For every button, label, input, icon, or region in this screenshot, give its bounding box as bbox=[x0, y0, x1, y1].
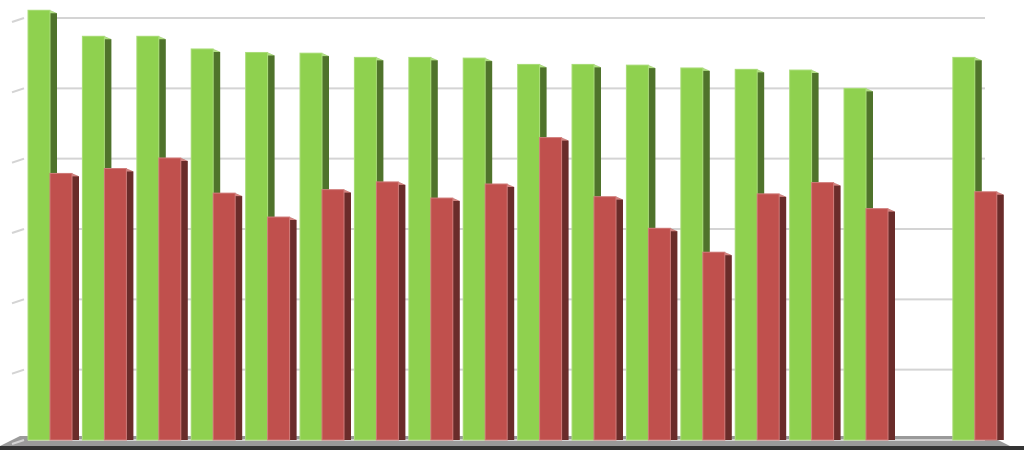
bar-side bbox=[344, 189, 351, 440]
bar-front bbox=[974, 191, 998, 441]
bar-front bbox=[49, 172, 73, 441]
bar-side bbox=[888, 208, 895, 440]
bar-front bbox=[27, 9, 51, 441]
bar-front bbox=[462, 57, 486, 441]
bar-front bbox=[81, 35, 105, 441]
bar-side bbox=[72, 173, 79, 441]
bar-front bbox=[734, 68, 758, 441]
bar bbox=[756, 193, 787, 441]
bar bbox=[811, 182, 841, 441]
bar-front bbox=[811, 182, 835, 441]
bar-front bbox=[430, 197, 454, 441]
bar bbox=[103, 168, 134, 441]
bar-front bbox=[843, 87, 867, 441]
bar-front bbox=[299, 52, 323, 441]
bar-front bbox=[517, 63, 541, 441]
bar-side bbox=[398, 181, 406, 441]
bar-side bbox=[235, 193, 243, 440]
bar-front bbox=[756, 193, 780, 441]
bar bbox=[539, 137, 569, 441]
bar bbox=[375, 181, 406, 441]
bar bbox=[702, 251, 732, 441]
bar-front bbox=[593, 196, 617, 441]
bar-front bbox=[702, 251, 726, 441]
bar-side bbox=[616, 196, 623, 440]
bar-front bbox=[625, 64, 649, 441]
bar bbox=[865, 208, 895, 441]
bar-front bbox=[539, 137, 563, 441]
y-tick-mark bbox=[11, 157, 25, 164]
y-tick-mark bbox=[11, 87, 25, 94]
bar bbox=[212, 192, 243, 441]
bar-front bbox=[484, 183, 508, 441]
bar bbox=[593, 196, 623, 441]
bar-front bbox=[375, 181, 399, 441]
bar-side bbox=[561, 137, 569, 441]
bar bbox=[267, 216, 297, 441]
bar bbox=[647, 227, 678, 441]
bar-front bbox=[789, 69, 813, 441]
bar-side bbox=[670, 228, 678, 440]
bar bbox=[321, 189, 351, 441]
bar-front bbox=[212, 192, 236, 441]
bar-side bbox=[452, 198, 460, 440]
bar-front bbox=[647, 227, 671, 441]
bar-front bbox=[952, 56, 976, 441]
bar-side bbox=[996, 191, 1004, 440]
bar bbox=[974, 191, 1004, 441]
bar-front bbox=[190, 48, 214, 441]
bar-front bbox=[245, 51, 269, 441]
bar-side bbox=[833, 182, 841, 440]
bar-side bbox=[724, 252, 732, 440]
bar-front bbox=[158, 157, 182, 441]
bar bbox=[484, 183, 515, 441]
bar-front bbox=[353, 56, 377, 441]
bar bbox=[49, 172, 79, 441]
bar-front bbox=[571, 63, 595, 441]
y-tick-mark bbox=[11, 439, 25, 445]
bar-front bbox=[865, 208, 889, 441]
bar bbox=[430, 197, 460, 441]
bar-side bbox=[180, 157, 188, 441]
bar-front bbox=[103, 168, 127, 441]
y-tick-mark bbox=[11, 228, 25, 234]
bar-front bbox=[136, 35, 160, 441]
bar bbox=[158, 157, 188, 441]
bar-side bbox=[289, 217, 297, 440]
bar-front bbox=[321, 189, 345, 441]
bar-front bbox=[408, 56, 432, 441]
bar-front bbox=[267, 216, 291, 441]
bar-side bbox=[779, 193, 787, 440]
bar-side bbox=[507, 183, 515, 440]
bar-front bbox=[680, 67, 704, 441]
y-tick-mark bbox=[11, 17, 25, 23]
bar-side bbox=[126, 168, 134, 440]
y-tick-mark bbox=[11, 368, 25, 375]
y-tick-mark bbox=[11, 298, 25, 305]
